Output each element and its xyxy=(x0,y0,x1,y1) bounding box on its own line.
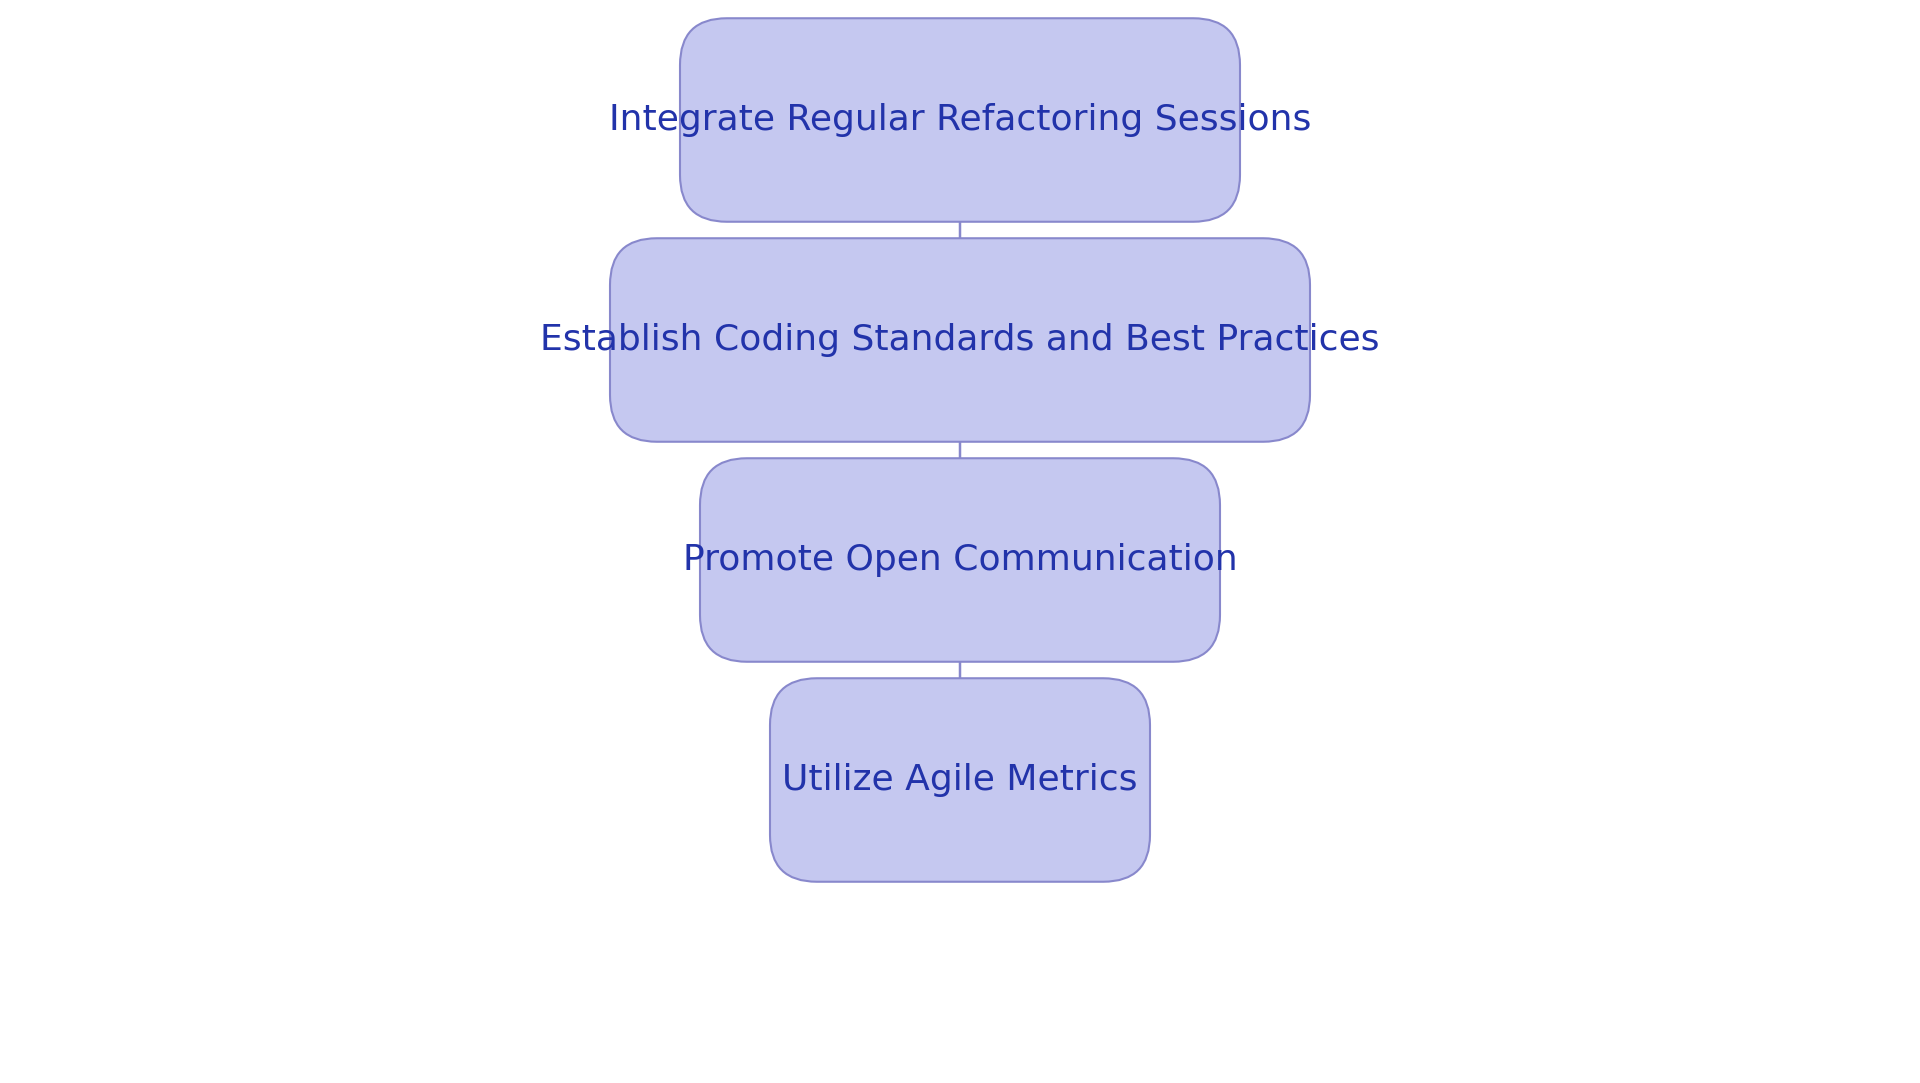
Text: Integrate Regular Refactoring Sessions: Integrate Regular Refactoring Sessions xyxy=(609,103,1311,138)
FancyBboxPatch shape xyxy=(611,238,1309,442)
Text: Utilize Agile Metrics: Utilize Agile Metrics xyxy=(781,764,1139,797)
FancyBboxPatch shape xyxy=(770,678,1150,882)
Text: Establish Coding Standards and Best Practices: Establish Coding Standards and Best Prac… xyxy=(540,323,1380,357)
Text: Promote Open Communication: Promote Open Communication xyxy=(684,543,1236,577)
FancyBboxPatch shape xyxy=(680,18,1240,222)
FancyBboxPatch shape xyxy=(701,458,1219,662)
